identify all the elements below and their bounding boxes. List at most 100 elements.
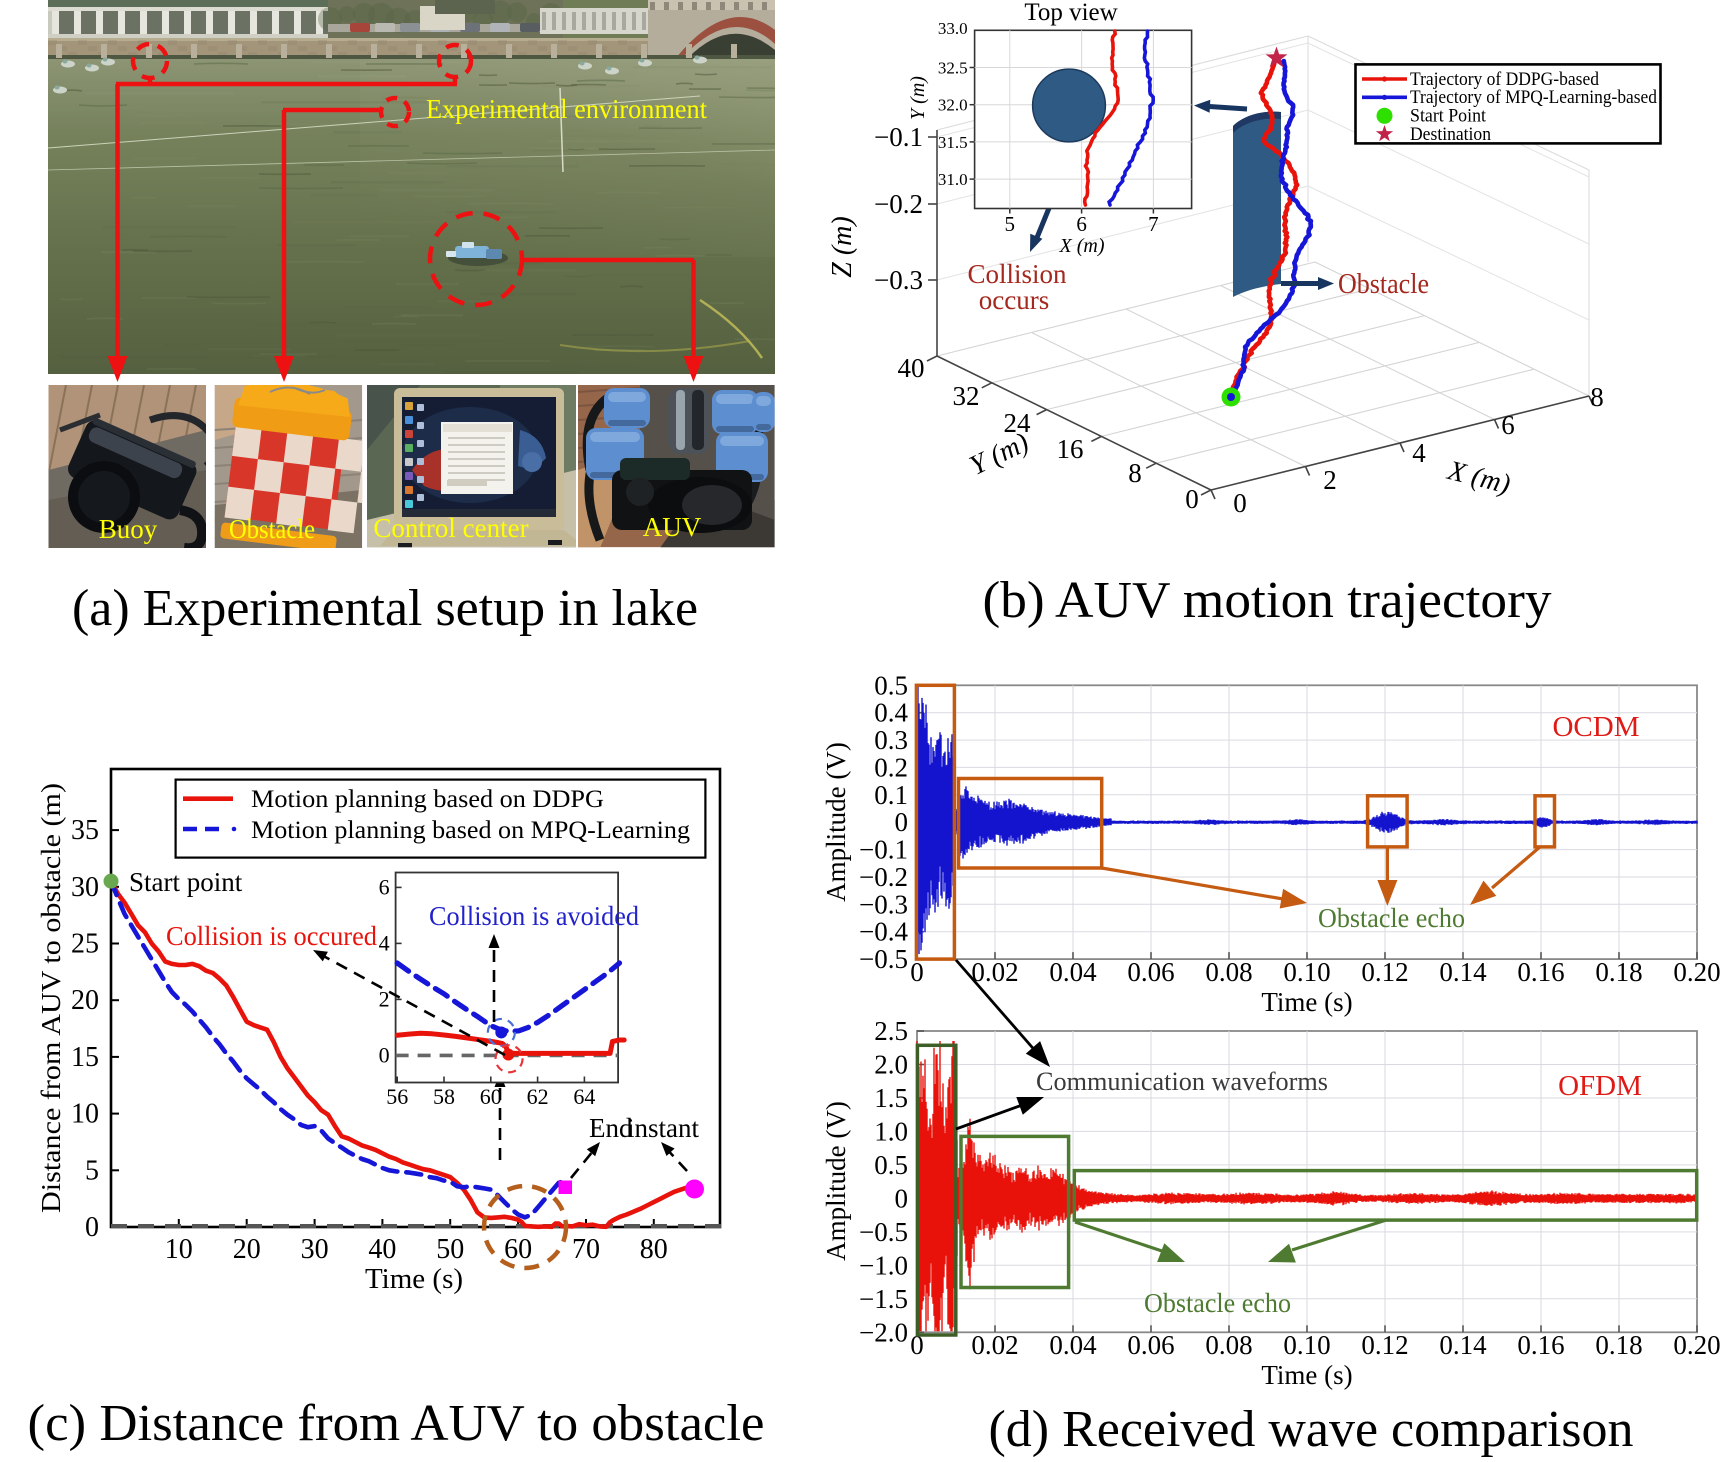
svg-text:0: 0	[85, 1212, 99, 1243]
svg-text:0.14: 0.14	[1439, 957, 1487, 987]
svg-text:Distance from AUV to obstacle: Distance from AUV to obstacle (m)	[36, 783, 66, 1213]
svg-text:Control center: Control center	[373, 513, 528, 543]
svg-text:(b) AUV motion trajectory: (b) AUV motion trajectory	[983, 572, 1552, 629]
svg-text:Obstacle echo: Obstacle echo	[1318, 903, 1465, 933]
svg-text:0.04: 0.04	[1049, 1330, 1097, 1360]
svg-text:Motion planning based on DDPG: Motion planning based on DDPG	[251, 786, 604, 813]
svg-text:0.1: 0.1	[874, 780, 908, 810]
svg-text:Start point: Start point	[129, 867, 243, 897]
svg-text:0.02: 0.02	[971, 957, 1018, 987]
svg-text:Trajectory of MPQ-Learning-bas: Trajectory of MPQ-Learning-based	[1410, 88, 1658, 108]
svg-text:Amplitude (V): Amplitude (V)	[821, 742, 851, 902]
svg-text:AUV: AUV	[643, 512, 702, 542]
svg-text:−1.0: −1.0	[859, 1250, 908, 1280]
svg-text:Top view: Top view	[1024, 0, 1117, 26]
svg-text:2.0: 2.0	[874, 1050, 908, 1080]
svg-text:0.06: 0.06	[1127, 957, 1174, 987]
svg-text:−0.3: −0.3	[859, 889, 908, 919]
svg-text:32.0: 32.0	[938, 96, 968, 115]
svg-text:31.5: 31.5	[938, 133, 968, 152]
svg-text:0.4: 0.4	[874, 698, 908, 728]
svg-text:70: 70	[572, 1234, 600, 1265]
svg-text:32: 32	[953, 381, 980, 411]
svg-text:16: 16	[1057, 434, 1084, 464]
svg-text:0.3: 0.3	[874, 725, 908, 755]
svg-text:0.5: 0.5	[874, 670, 908, 700]
svg-text:0: 0	[1233, 488, 1247, 518]
svg-text:62: 62	[527, 1084, 549, 1109]
svg-text:Trajectory of DDPG-based: Trajectory of DDPG-based	[1410, 70, 1600, 90]
svg-text:33.0: 33.0	[938, 19, 968, 38]
svg-text:−0.5: −0.5	[859, 1217, 908, 1247]
svg-text:6: 6	[379, 874, 390, 899]
svg-text:35: 35	[71, 815, 99, 846]
svg-text:0.12: 0.12	[1361, 1330, 1408, 1360]
svg-text:Obstacle echo: Obstacle echo	[1144, 1288, 1291, 1318]
svg-text:20: 20	[233, 1234, 261, 1265]
svg-text:(a) Experimental setup in lake: (a) Experimental setup in lake	[72, 580, 698, 637]
svg-text:30: 30	[301, 1234, 329, 1265]
svg-text:2: 2	[379, 986, 390, 1011]
svg-text:Collision: Collision	[967, 259, 1067, 289]
svg-text:0.14: 0.14	[1439, 1330, 1487, 1360]
svg-text:Collision is occured: Collision is occured	[166, 921, 377, 951]
svg-text:0: 0	[895, 807, 909, 837]
svg-text:Buoy: Buoy	[99, 514, 158, 544]
svg-text:0.04: 0.04	[1049, 957, 1097, 987]
svg-text:0: 0	[379, 1042, 390, 1067]
svg-text:0.08: 0.08	[1205, 957, 1252, 987]
svg-text:58: 58	[433, 1084, 455, 1109]
svg-text:0.5: 0.5	[874, 1150, 908, 1180]
svg-text:−0.4: −0.4	[859, 917, 908, 947]
svg-text:Obstacle: Obstacle	[1338, 269, 1429, 300]
svg-text:−0.5: −0.5	[859, 944, 908, 974]
svg-text:20: 20	[71, 985, 99, 1016]
svg-text:1.5: 1.5	[874, 1083, 908, 1113]
svg-text:7: 7	[1148, 212, 1159, 236]
svg-text:occurs: occurs	[979, 285, 1049, 315]
svg-text:0.02: 0.02	[971, 1330, 1018, 1360]
svg-text:(c) Distance from AUV to obsta: (c) Distance from AUV to obstacle	[28, 1395, 765, 1452]
svg-text:0: 0	[895, 1183, 909, 1213]
svg-text:Destination: Destination	[1410, 125, 1491, 145]
svg-text:60: 60	[480, 1084, 502, 1109]
svg-text:2.5: 2.5	[874, 1016, 908, 1046]
svg-text:0.10: 0.10	[1283, 957, 1330, 987]
svg-text:0.10: 0.10	[1283, 1330, 1330, 1360]
svg-text:Experimental environment: Experimental environment	[426, 94, 707, 124]
svg-text:56: 56	[386, 1084, 408, 1109]
svg-text:Time (s): Time (s)	[1261, 1360, 1352, 1390]
svg-text:5: 5	[85, 1155, 99, 1186]
svg-text:Motion planning based on MPQ-L: Motion planning based on MPQ-Learning	[251, 817, 691, 844]
svg-text:2: 2	[1323, 465, 1337, 495]
svg-text:OCDM: OCDM	[1552, 711, 1639, 743]
svg-text:1.0: 1.0	[874, 1116, 908, 1146]
svg-text:0: 0	[910, 1330, 924, 1360]
svg-text:−0.3: −0.3	[874, 265, 923, 295]
svg-text:15: 15	[71, 1042, 99, 1073]
svg-text:8: 8	[1128, 458, 1142, 488]
svg-text:Communication waveforms: Communication waveforms	[1036, 1067, 1328, 1096]
svg-text:60: 60	[504, 1234, 532, 1265]
svg-text:80: 80	[640, 1234, 668, 1265]
svg-text:Amplitude (V): Amplitude (V)	[821, 1101, 851, 1261]
svg-text:−0.1: −0.1	[874, 122, 923, 152]
svg-text:0.16: 0.16	[1517, 1330, 1564, 1360]
svg-text:−0.2: −0.2	[859, 862, 908, 892]
svg-text:0.12: 0.12	[1361, 957, 1408, 987]
svg-text:0.06: 0.06	[1127, 1330, 1174, 1360]
svg-text:0.08: 0.08	[1205, 1330, 1252, 1360]
svg-text:4: 4	[379, 930, 390, 955]
svg-text:40: 40	[898, 353, 925, 383]
svg-text:0.18: 0.18	[1595, 957, 1642, 987]
svg-text:6: 6	[1501, 410, 1515, 440]
svg-text:0.2: 0.2	[874, 752, 908, 782]
svg-text:X (m): X (m)	[1059, 235, 1105, 257]
svg-text:Time (s): Time (s)	[1261, 987, 1352, 1017]
svg-text:0: 0	[1185, 484, 1199, 514]
svg-text:instant: instant	[627, 1113, 699, 1143]
svg-text:5: 5	[1005, 212, 1016, 236]
svg-text:−0.2: −0.2	[874, 189, 923, 219]
svg-text:0.18: 0.18	[1595, 1330, 1642, 1360]
svg-text:−0.1: −0.1	[859, 835, 908, 865]
